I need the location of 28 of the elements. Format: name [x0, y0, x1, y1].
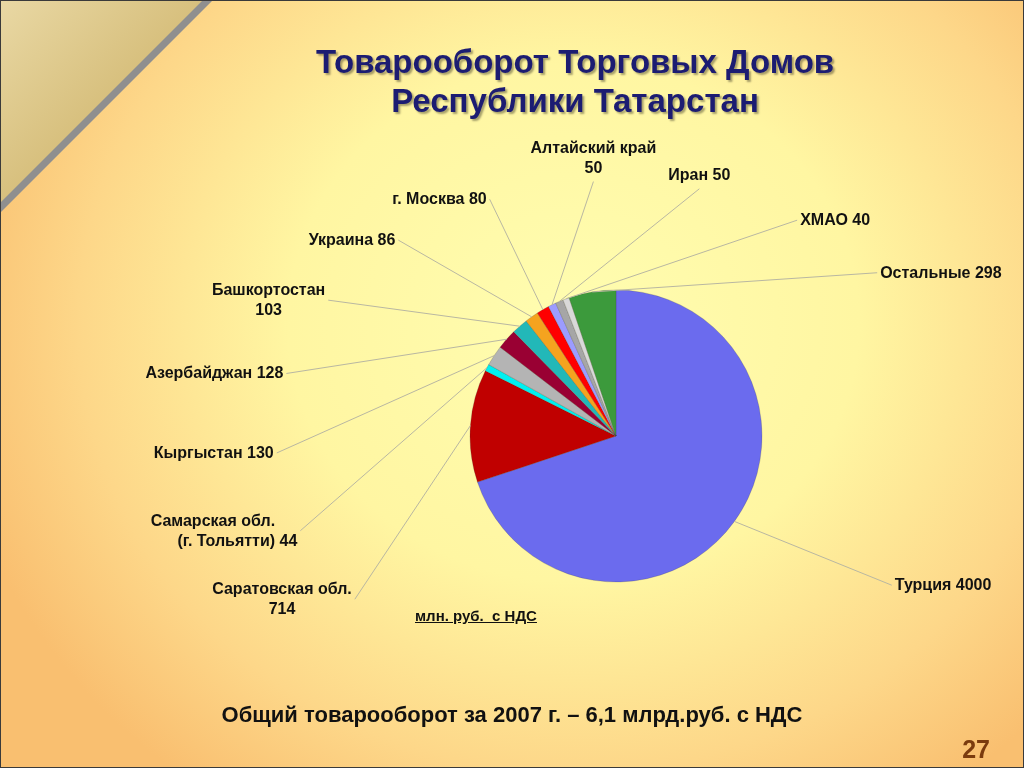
data-label: 80 — [468, 190, 487, 208]
data-label: 40 — [852, 211, 871, 229]
data-label: 128 — [256, 364, 284, 382]
chart-title: Товарооборот Торговых Домов Республики Татарстан — [314, 42, 836, 120]
slice-label: Кыргыстан — [153, 443, 243, 461]
slice-label: Самарская обл. (г. Тольятти) — [150, 511, 276, 549]
data-label: 86 — [377, 231, 396, 249]
slice-label: Остальные — [880, 263, 971, 281]
data-label: 103 — [255, 301, 283, 319]
data-label: 50 — [712, 165, 731, 183]
slice-label: Украина — [308, 231, 374, 249]
data-label: 44 — [279, 531, 298, 549]
slice-label: Иран — [668, 165, 709, 183]
text: млн. руб. с НДС — [415, 607, 537, 625]
slice-label: Башкортостан — [211, 281, 326, 299]
data-label: 298 — [974, 263, 1002, 281]
text: Общий товарооборот за 2007 г. – 6,1 млрд.руб. с НДС — [220, 702, 804, 729]
data-label: 4000 — [955, 576, 992, 594]
slice-label: Алтайский край — [530, 138, 657, 156]
text: 27 — [961, 734, 990, 764]
slice-label: Турция — [894, 576, 952, 594]
slice-label: г. Москва — [392, 190, 465, 208]
slice-label: ХМАО — [800, 211, 848, 229]
data-label: 714 — [268, 600, 296, 618]
data-label: 50 — [584, 158, 603, 176]
slice-label: Саратовская обл. — [212, 580, 352, 598]
slice-label: Азербайджан — [145, 364, 253, 382]
data-label: 130 — [247, 443, 274, 461]
